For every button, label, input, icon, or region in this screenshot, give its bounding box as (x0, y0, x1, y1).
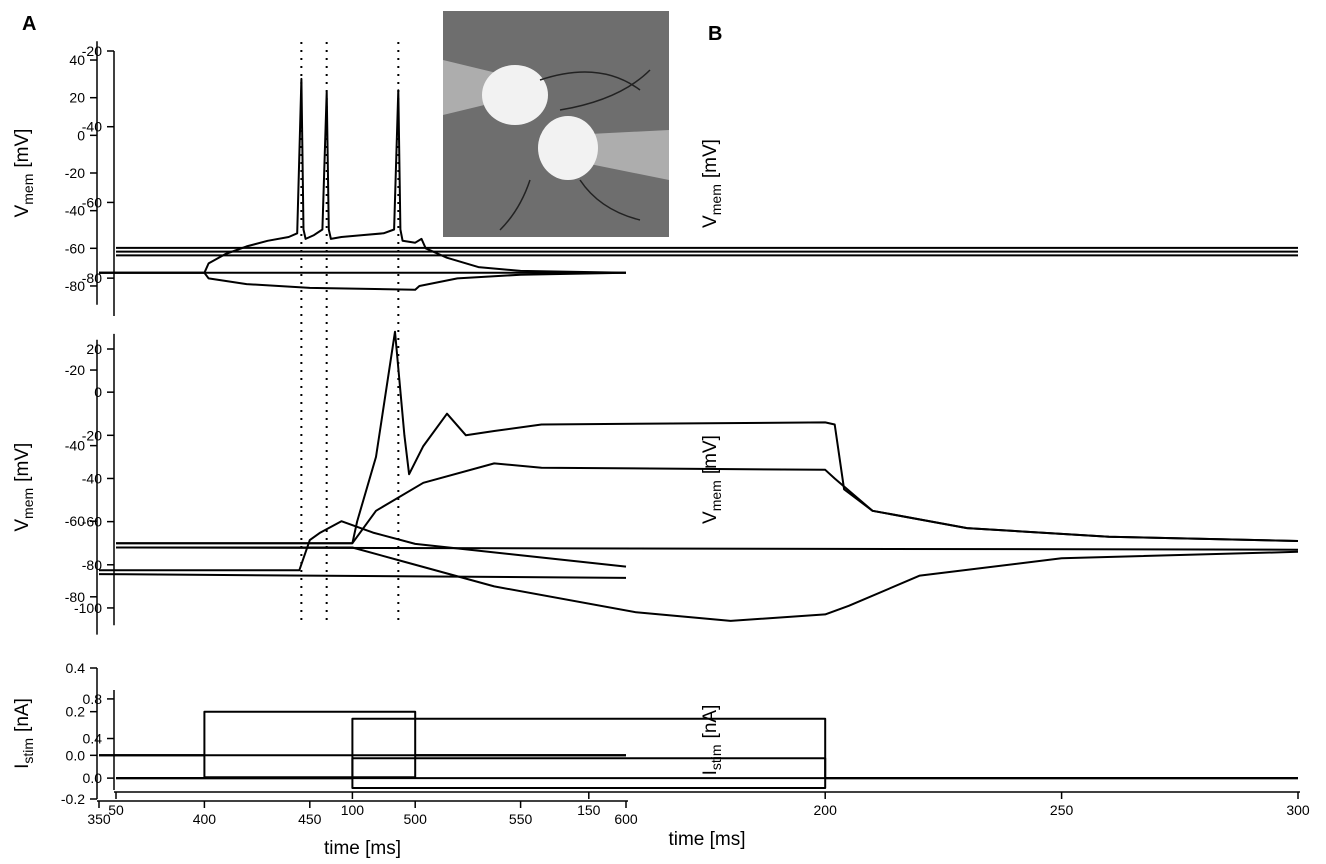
y-tick-label: -80 (65, 589, 85, 605)
y-label-subscript: mem (20, 488, 36, 519)
x-tick-label: 600 (614, 811, 638, 827)
y-tick-label: -80 (82, 270, 102, 286)
y-tick-label: -100 (74, 600, 102, 616)
trace (116, 546, 1299, 622)
x-tick-label: 400 (193, 811, 217, 827)
y-tick-label: -60 (65, 513, 85, 529)
y-label-unit: [nA] (12, 698, 33, 732)
y-axis-label: Istim [nA] (700, 705, 724, 776)
y-tick-label: 0.4 (66, 660, 86, 676)
y-tick-label: -60 (82, 194, 102, 210)
trace (98, 573, 627, 579)
x-tick-label: 250 (1050, 802, 1074, 818)
y-label-unit: [mV] (700, 139, 721, 178)
y-tick-label: 0.4 (83, 731, 103, 747)
y-tick-label: -0.2 (61, 791, 85, 807)
x-tick-label: 450 (298, 811, 322, 827)
y-label-unit: [nA] (700, 705, 721, 739)
micrograph-inset (443, 11, 669, 237)
y-label-subscript: mem (708, 480, 724, 511)
y-tick-label: 20 (86, 341, 102, 357)
y-tick-label: -80 (82, 557, 102, 573)
y-label-symbol: I (12, 764, 33, 769)
y-axis-label: Vmem [mV] (12, 129, 36, 218)
y-label-symbol: V (700, 215, 721, 228)
trace (99, 520, 627, 572)
panel-label: A (22, 13, 36, 35)
y-label-subscript: stim (20, 738, 36, 764)
panel-label: B (708, 23, 722, 45)
y-label-symbol: I (700, 770, 721, 775)
y-tick-label: -40 (82, 119, 102, 135)
x-tick-label: 500 (404, 811, 428, 827)
x-tick-label: 300 (1286, 802, 1310, 818)
y-label-unit: [mV] (12, 443, 33, 482)
y-tick-label: -20 (82, 427, 102, 443)
y-tick-label: 20 (69, 90, 85, 106)
y-tick-label: 0.0 (66, 747, 86, 763)
x-tick-label: 100 (341, 802, 365, 818)
y-label-symbol: V (700, 511, 721, 524)
y-label-symbol: V (12, 519, 33, 532)
y-label-subscript: mem (20, 174, 36, 205)
x-axis-label: time [ms] (668, 829, 745, 850)
y-label-subscript: mem (708, 184, 724, 215)
trace (116, 462, 1299, 545)
y-axis-label: Istim [nA] (12, 698, 36, 769)
y-axis-label: Vmem [mV] (12, 443, 36, 532)
y-label-subscript: stim (708, 744, 724, 770)
y-tick-label: -60 (82, 514, 102, 530)
x-tick-label: 550 (509, 811, 533, 827)
y-tick-label: -80 (65, 278, 85, 294)
x-tick-label: 150 (577, 802, 601, 818)
y-label-unit: [mV] (700, 435, 721, 474)
trace (99, 271, 627, 291)
y-tick-label: -20 (82, 43, 102, 59)
x-axis-label: time [ms] (324, 838, 401, 859)
trace (116, 777, 1298, 789)
trace (99, 77, 627, 274)
y-label-symbol: V (12, 204, 33, 217)
x-tick-label: 50 (108, 802, 124, 818)
x-tick-label: 350 (87, 811, 111, 827)
y-axis-label: Vmem [mV] (700, 435, 724, 524)
y-axis-label: Vmem [mV] (700, 139, 724, 228)
y-tick-label: -40 (82, 470, 102, 486)
y-tick-label: -20 (65, 165, 85, 181)
y-tick-label: 0.8 (83, 691, 103, 707)
y-tick-label: 0.0 (83, 770, 103, 786)
y-tick-label: -20 (65, 362, 85, 378)
y-tick-label: 0 (94, 384, 102, 400)
y-tick-label: -40 (65, 203, 85, 219)
y-tick-label: 0 (77, 127, 85, 143)
y-tick-label: 40 (69, 52, 85, 68)
x-tick-label: 200 (814, 802, 838, 818)
y-tick-label: -40 (65, 438, 85, 454)
y-tick-label: -60 (65, 240, 85, 256)
y-tick-label: 0.2 (66, 704, 86, 720)
y-label-unit: [mV] (12, 129, 33, 168)
